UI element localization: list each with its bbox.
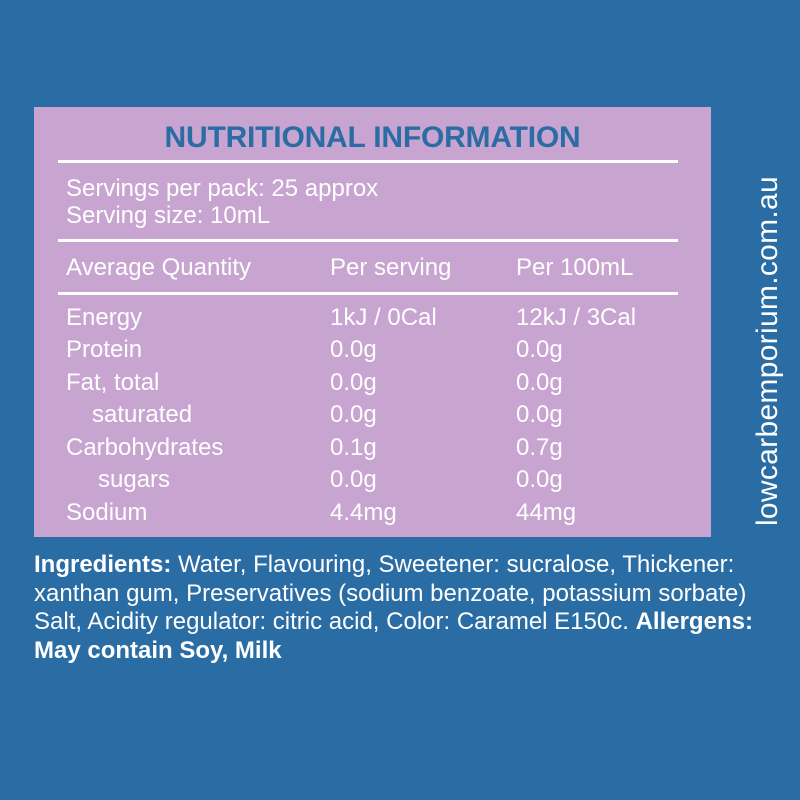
row-per-serving-sodium: 4.4mg [330,499,397,526]
divider-top [58,160,678,163]
ingredients-text: Ingredients: Water, Flavouring, Sweetene… [34,551,764,665]
row-label-sugars: sugars [98,466,171,493]
row-per-100ml-saturated: 0.0g [516,401,563,428]
nutrition-panel: NUTRITIONAL INFORMATION Servings per pac… [34,107,711,537]
row-per-serving-carbohydrates: 0.1g [330,434,377,461]
website-url: lowcarbemporium.com.au [751,175,784,527]
header-per-100ml: Per 100mL [516,254,634,281]
row-per-100ml-sodium: 44mg [516,499,577,526]
row-label-protein: Protein [66,336,143,363]
row-per-serving-saturated: 0.0g [330,401,377,428]
header-per-serving: Per serving [330,254,452,281]
serving-size: Serving size: 10mL [66,202,271,229]
row-per-serving-fat-total: 0.0g [330,369,377,396]
row-per-serving-energy: 1kJ / 0Cal [330,304,437,331]
divider-middle [58,239,678,242]
servings-per-pack: Servings per pack: 25 approx [66,175,379,202]
allergens-statement: Allergens: May contain Soy, Milk [34,608,753,664]
row-label-fat-total: Fat, total [66,369,160,396]
row-per-serving-protein: 0.0g [330,336,377,363]
divider-header [58,292,678,295]
row-per-100ml-protein: 0.0g [516,336,563,363]
header-average-quantity: Average Quantity [66,254,252,281]
row-per-100ml-carbohydrates: 0.7g [516,434,563,461]
ingredients-list: Water, Flavouring, Sweetener: sucralose,… [34,551,747,635]
row-label-sodium: Sodium [66,499,148,526]
ingredients-label: Ingredients: [34,551,172,578]
row-per-100ml-sugars: 0.0g [516,466,563,493]
row-per-serving-sugars: 0.0g [330,466,377,493]
nutrition-title: NUTRITIONAL INFORMATION [164,121,581,154]
row-per-100ml-fat-total: 0.0g [516,369,563,396]
row-label-saturated: saturated [92,401,193,428]
row-label-energy: Energy [66,304,143,331]
row-per-100ml-energy: 12kJ / 3Cal [516,304,637,331]
row-label-carbohydrates: Carbohydrates [66,434,224,461]
